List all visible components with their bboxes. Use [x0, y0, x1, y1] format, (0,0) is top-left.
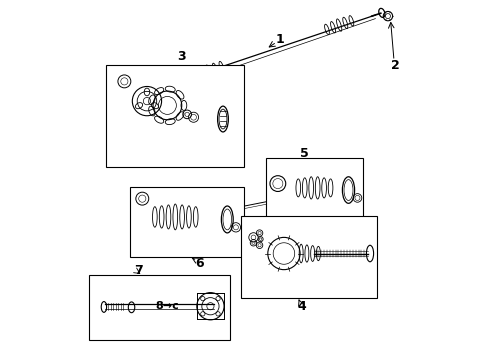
Bar — [106, 65, 244, 167]
Bar — [88, 275, 230, 339]
Text: 3: 3 — [177, 50, 185, 63]
Text: 8→c: 8→c — [155, 301, 179, 311]
Text: 4: 4 — [297, 300, 305, 313]
Bar — [265, 158, 362, 220]
Text: 6: 6 — [195, 257, 203, 270]
Text: 5: 5 — [300, 147, 308, 159]
Text: 1: 1 — [275, 33, 284, 46]
Text: 2: 2 — [390, 59, 399, 72]
Bar — [241, 216, 376, 298]
Text: 7: 7 — [134, 264, 143, 277]
Bar — [129, 187, 244, 257]
